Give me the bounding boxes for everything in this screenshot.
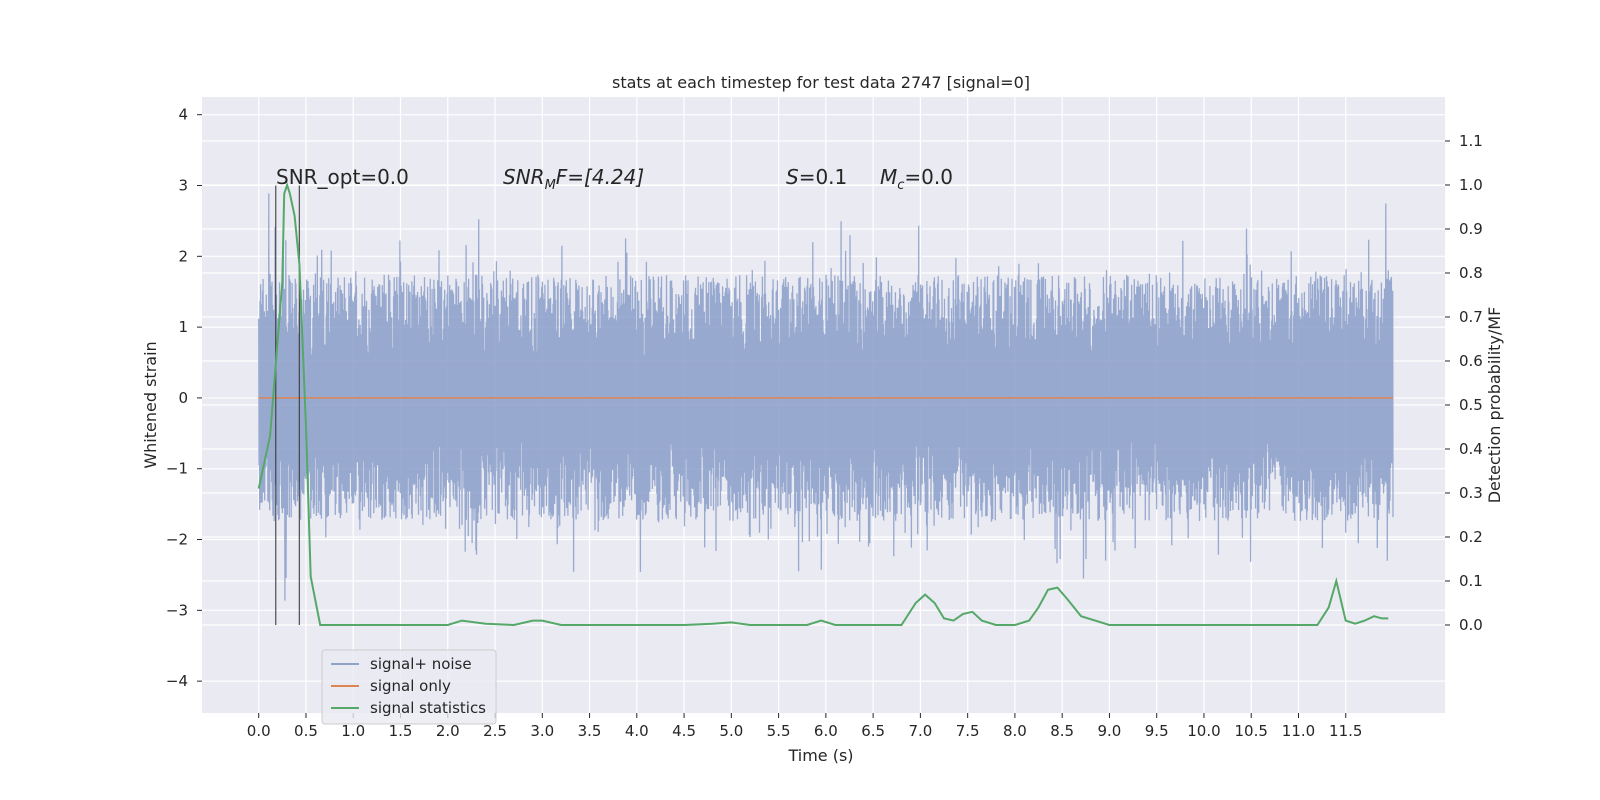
x-tick-label: 1.5 — [389, 722, 413, 740]
y-axis-label: Whitened strain — [141, 341, 160, 468]
y-right-tick-label: 0.5 — [1459, 396, 1483, 414]
s-value: =0.1 — [799, 165, 848, 189]
legend-label-signal-plus-noise: signal+ noise — [370, 655, 472, 673]
mc-subscript: c — [897, 178, 904, 193]
x-tick-label: 7.0 — [908, 722, 932, 740]
y-axis-left-ticks: 4 3 2 1 0 −1 −2 −3 −4 — [166, 106, 202, 690]
x-axis-ticks: 0.0 0.5 1.0 1.5 2.0 2.5 3.0 3.5 4.0 4.5 5.0 5.5 6.0 6… — [247, 713, 1362, 740]
chart-title: stats at each timestep for test data 274… — [612, 73, 1030, 92]
x-tick-label: 3.5 — [578, 722, 602, 740]
x-tick-label: 7.5 — [956, 722, 980, 740]
mc-symbol: M — [880, 165, 897, 189]
x-tick-label: 3.0 — [530, 722, 554, 740]
x-tick-label: 10.0 — [1187, 722, 1220, 740]
x-tick-label: 1.0 — [341, 722, 365, 740]
series-signal-plus-noise — [258, 193, 1394, 601]
noise-trace — [258, 193, 1394, 601]
x-tick-label: 10.5 — [1235, 722, 1268, 740]
legend-label-signal-only: signal only — [370, 677, 451, 695]
x-tick-label: 11.5 — [1329, 722, 1362, 740]
y-right-tick-label: 1.0 — [1459, 176, 1483, 194]
y-right-tick-label: 0.6 — [1459, 352, 1483, 370]
x-tick-label: 8.5 — [1050, 722, 1074, 740]
y-tick-label: 2 — [178, 247, 188, 265]
y-right-tick-label: 0.2 — [1459, 528, 1483, 546]
series-signal-statistics — [257, 181, 1389, 627]
x-tick-label: 5.5 — [767, 722, 791, 740]
snr-mf-rest: F=[4.24] — [556, 165, 644, 189]
y-tick-label: −1 — [166, 460, 188, 478]
y-right-tick-label: 0.0 — [1459, 616, 1483, 634]
y-right-tick-label: 0.1 — [1459, 572, 1483, 590]
y-tick-label: −2 — [166, 531, 188, 549]
x-tick-label: 6.0 — [814, 722, 838, 740]
annotation-mc: Mc=0.0 — [880, 165, 953, 193]
x-tick-label: 0.5 — [294, 722, 318, 740]
y-right-tick-label: 1.1 — [1459, 132, 1483, 150]
y-right-tick-label: 0.9 — [1459, 220, 1483, 238]
annotation-snr-mf: SNRMF=[4.24] — [503, 165, 644, 193]
y-right-tick-label: 0.7 — [1459, 308, 1483, 326]
x-tick-label: 4.5 — [672, 722, 696, 740]
s-symbol: S — [786, 165, 799, 189]
y-right-tick-label: 0.4 — [1459, 440, 1483, 458]
x-tick-label: 0.0 — [247, 722, 271, 740]
annotation-s: S=0.1 — [786, 165, 847, 189]
y-right-tick-label: 0.3 — [1459, 484, 1483, 502]
legend-box — [321, 649, 497, 725]
x-tick-label: 6.5 — [861, 722, 885, 740]
mc-value: =0.0 — [904, 165, 953, 189]
y-tick-label: 4 — [178, 106, 188, 124]
x-tick-label: 9.0 — [1098, 722, 1122, 740]
legend-label-signal-statistics: signal statistics — [370, 699, 486, 717]
y-tick-label: 1 — [178, 318, 188, 336]
signal-statistics-line — [257, 181, 1389, 627]
x-tick-label: 4.0 — [625, 722, 649, 740]
snr-mf-base: SNR — [503, 165, 545, 189]
x-tick-label: 5.0 — [719, 722, 743, 740]
y-axis-right-label: Detection probability/MF — [1485, 307, 1504, 504]
y-tick-label: −4 — [166, 672, 188, 690]
x-tick-label: 9.5 — [1145, 722, 1169, 740]
legend: signal+ noise signal only signal statist… — [321, 649, 497, 725]
x-tick-label: 8.0 — [1003, 722, 1027, 740]
y-tick-label: 3 — [178, 177, 188, 195]
annotation-snr-opt: SNR_opt=0.0 — [276, 165, 409, 189]
y-tick-label: 0 — [178, 389, 188, 407]
y-right-tick-label: 0.8 — [1459, 264, 1483, 282]
y-axis-right-ticks: 1.1 1.0 0.9 0.8 0.7 0.6 0.5 0.4 0.3 0.2 0.1 0.0 — [1445, 132, 1483, 634]
x-tick-label: 2.0 — [436, 722, 460, 740]
x-tick-label: 2.5 — [483, 722, 507, 740]
x-axis-label: Time (s) — [787, 746, 853, 765]
y-tick-label: −3 — [166, 601, 188, 619]
snr-mf-subscript: M — [545, 178, 556, 193]
x-tick-label: 11.0 — [1282, 722, 1315, 740]
